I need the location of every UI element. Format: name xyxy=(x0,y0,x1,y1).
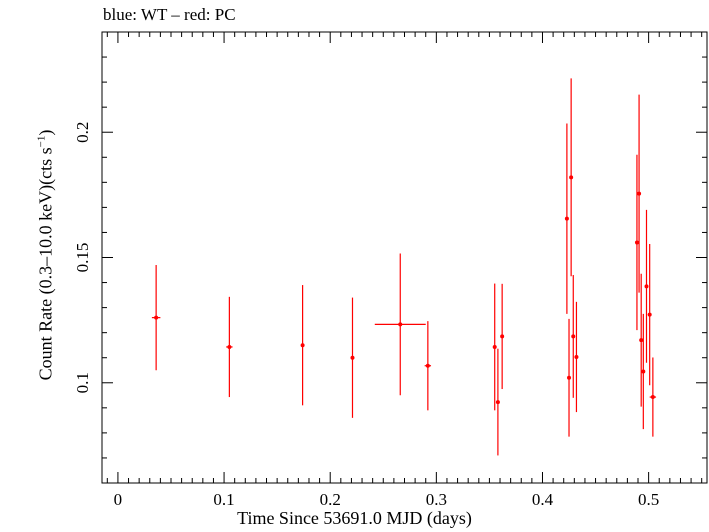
data-marker xyxy=(647,312,652,317)
x-tick-label: 0.1 xyxy=(213,490,234,509)
data-marker xyxy=(644,284,649,289)
x-axis-label: Time Since 53691.0 MJD (days) xyxy=(237,508,472,528)
data-marker xyxy=(492,344,497,349)
data-marker xyxy=(425,363,430,368)
data-marker xyxy=(567,375,572,380)
data-marker xyxy=(634,240,639,245)
data-point xyxy=(374,253,426,396)
data-point xyxy=(495,348,500,456)
y-tick-label: 0.1 xyxy=(73,372,92,393)
data-point xyxy=(647,243,652,386)
x-tick-label: 0.5 xyxy=(638,490,659,509)
y-tick-label: 0.2 xyxy=(73,122,92,143)
data-point xyxy=(641,313,646,430)
chart-title: blue: WT – red: PC xyxy=(103,5,236,24)
data-point xyxy=(500,283,505,390)
data-point xyxy=(634,154,639,331)
data-marker xyxy=(571,334,576,339)
data-point xyxy=(574,301,579,413)
data-point xyxy=(151,265,161,371)
data-marker xyxy=(641,369,646,374)
data-marker xyxy=(300,343,305,348)
data-marker xyxy=(564,216,569,221)
data-point xyxy=(567,318,572,437)
data-point xyxy=(569,78,574,277)
data-point xyxy=(637,94,642,293)
plot-frame xyxy=(101,31,708,484)
data-marker xyxy=(569,175,574,180)
data-point xyxy=(649,357,657,437)
data-point xyxy=(300,285,305,406)
y-tick-label: 0.15 xyxy=(73,243,92,273)
x-tick-label: 0.2 xyxy=(320,490,341,509)
data-point xyxy=(424,321,432,411)
data-marker xyxy=(398,322,403,327)
data-marker xyxy=(350,355,355,360)
data-point xyxy=(644,209,649,363)
data-points-layer xyxy=(151,78,657,456)
data-point xyxy=(639,273,644,407)
data-point xyxy=(350,297,355,418)
data-marker xyxy=(639,338,644,343)
data-marker xyxy=(495,400,500,405)
x-tick-label: 0.4 xyxy=(532,490,554,509)
data-point xyxy=(226,296,233,398)
data-point xyxy=(492,283,497,411)
data-marker xyxy=(227,344,232,349)
data-marker xyxy=(574,354,579,359)
data-marker xyxy=(154,315,159,320)
x-tick-label: 0 xyxy=(114,490,123,509)
data-point xyxy=(571,275,576,398)
axes-layer: 0 0.1 0.2 0.3 0.4 0.5 0.1 0.15 0.2 xyxy=(73,31,708,509)
data-marker xyxy=(500,334,505,339)
data-point xyxy=(564,123,569,314)
x-tick-label: 0.3 xyxy=(426,490,447,509)
data-marker xyxy=(650,395,655,400)
data-marker xyxy=(637,191,642,196)
